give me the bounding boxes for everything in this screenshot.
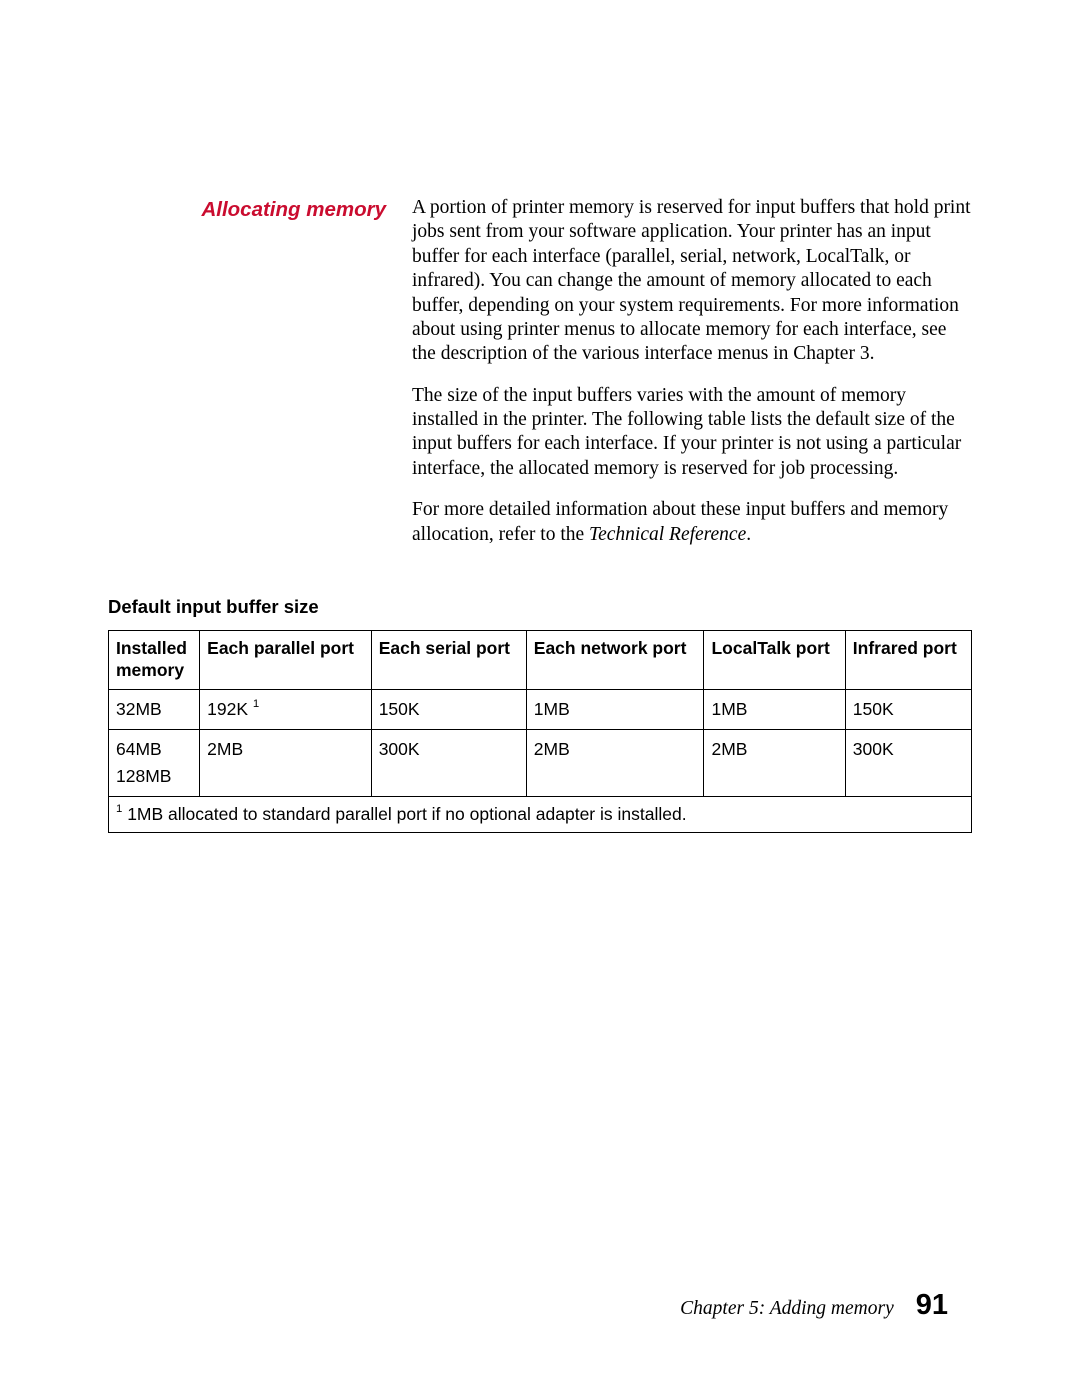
chapter-label: Chapter 5: Adding memory [680,1298,894,1320]
table-footnote: 1 1MB allocated to standard parallel por… [109,797,972,833]
table-row: 64MB128MB 2MB 300K 2MB 2MB 300K [109,729,972,796]
cell-mem-64-128: 64MB128MB [109,729,200,796]
cell-network-32: 1MB [526,689,704,729]
buffer-size-table: Installedmemory Each parallel port Each … [108,630,972,833]
page-footer: Chapter 5: Adding memory 91 [680,1289,948,1322]
th-serial: Each serial port [371,630,526,689]
cell-serial-32: 150K [371,689,526,729]
th-localtalk: LocalTalk port [704,630,845,689]
th-infrared: Infrared port [845,630,971,689]
cell-parallel-32: 192K 1 [200,689,372,729]
section-heading: Allocating memory [108,196,386,564]
table-row: 32MB 192K 1 150K 1MB 1MB 150K [109,689,972,729]
cell-infrared-32: 150K [845,689,971,729]
page-number: 91 [916,1289,948,1322]
th-installed-memory: Installedmemory [109,630,200,689]
cell-infrared-64: 300K [845,729,971,796]
th-network: Each network port [526,630,704,689]
table-header-row: Installedmemory Each parallel port Each … [109,630,972,689]
main-section: Allocating memory A portion of printer m… [108,196,972,564]
table-footnote-row: 1 1MB allocated to standard parallel por… [109,797,972,833]
cell-localtalk-64: 2MB [704,729,845,796]
th-parallel: Each parallel port [200,630,372,689]
technical-reference: Technical Reference [589,524,746,545]
section-body: A portion of printer memory is reserved … [412,196,972,564]
paragraph-1: A portion of printer memory is reserved … [412,196,972,367]
cell-parallel-64: 2MB [200,729,372,796]
cell-serial-64: 300K [371,729,526,796]
cell-localtalk-32: 1MB [704,689,845,729]
paragraph-3: For more detailed information about thes… [412,498,972,547]
paragraph-2: The size of the input buffers varies wit… [412,384,972,482]
cell-mem-32: 32MB [109,689,200,729]
cell-network-64: 2MB [526,729,704,796]
table-title: Default input buffer size [108,596,972,618]
